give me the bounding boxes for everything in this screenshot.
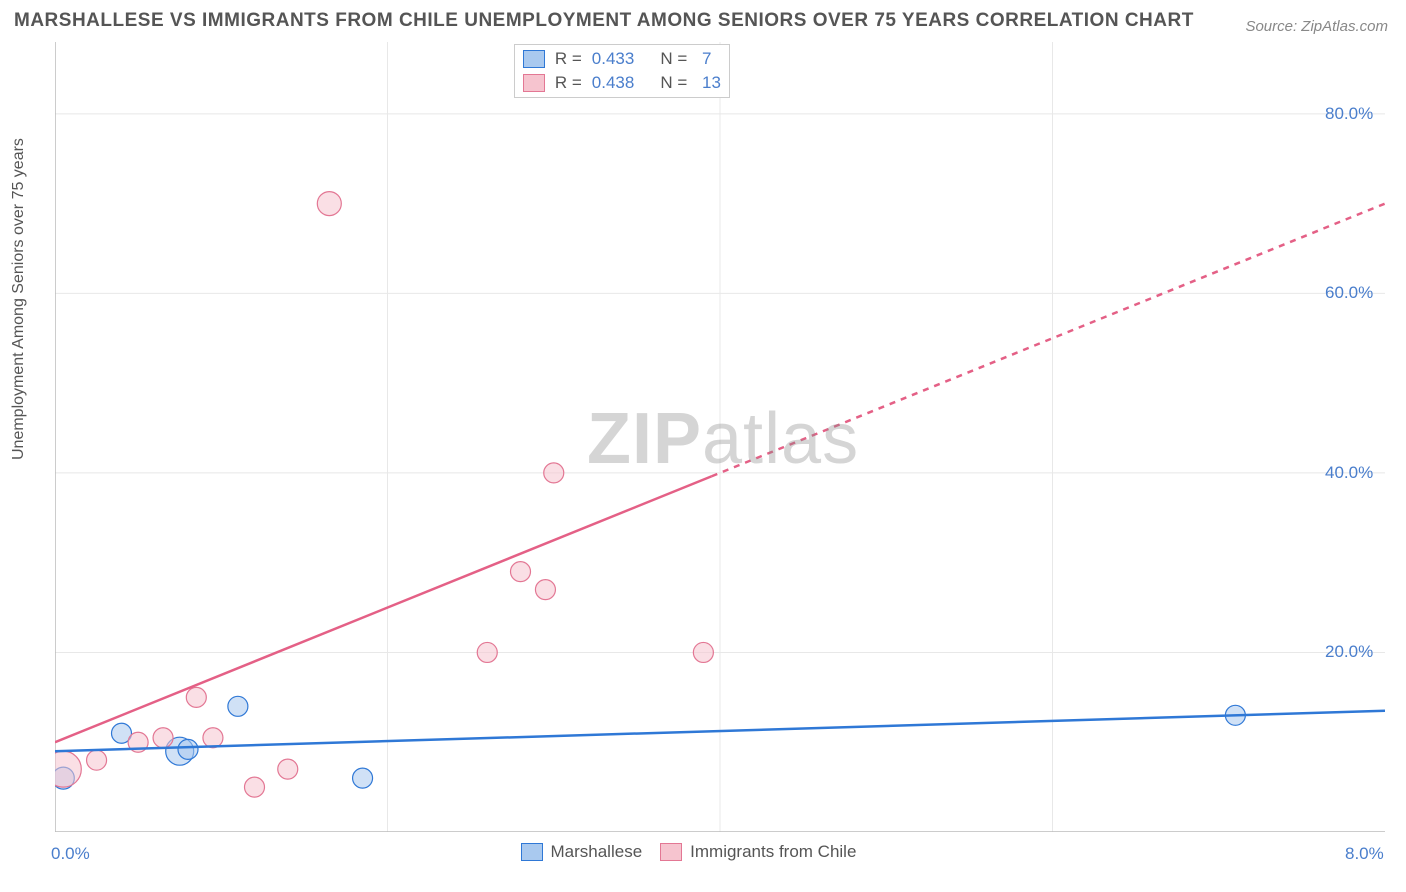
x-tick-label: 8.0% [1345,844,1384,864]
legend-r-value: 0.438 [592,71,635,95]
y-tick-label: 80.0% [1325,104,1373,124]
legend-item-label: Immigrants from Chile [690,842,856,862]
legend-row: R = 0.433 N = 7 [523,47,721,71]
legend-n-value: 7 [697,47,711,71]
legend-n-value: 13 [697,71,721,95]
legend-row: R = 0.438 N = 13 [523,71,721,95]
series-legend: Marshallese Immigrants from Chile [521,842,857,862]
y-axis-label: Unemployment Among Seniors over 75 years [10,138,28,460]
legend-item: Marshallese [521,842,643,862]
legend-swatch [523,50,545,68]
legend-r-value: 0.433 [592,47,635,71]
plot-area [55,42,1385,832]
legend-item-label: Marshallese [551,842,643,862]
legend-n-label: N = [660,71,687,95]
legend-r-label: R = [555,71,582,95]
legend-swatch [523,74,545,92]
x-tick-label: 0.0% [51,844,90,864]
legend-swatch [660,843,682,861]
legend-item: Immigrants from Chile [660,842,856,862]
source-label: Source: ZipAtlas.com [1245,18,1388,35]
y-tick-label: 60.0% [1325,283,1373,303]
correlation-legend: R = 0.433 N = 7 R = 0.438 N = 13 [514,44,730,98]
legend-n-label: N = [660,47,687,71]
chart-title: MARSHALLESE VS IMMIGRANTS FROM CHILE UNE… [14,10,1194,32]
y-tick-label: 20.0% [1325,642,1373,662]
y-tick-label: 40.0% [1325,463,1373,483]
legend-r-label: R = [555,47,582,71]
chart-container: MARSHALLESE VS IMMIGRANTS FROM CHILE UNE… [0,0,1406,892]
legend-swatch [521,843,543,861]
